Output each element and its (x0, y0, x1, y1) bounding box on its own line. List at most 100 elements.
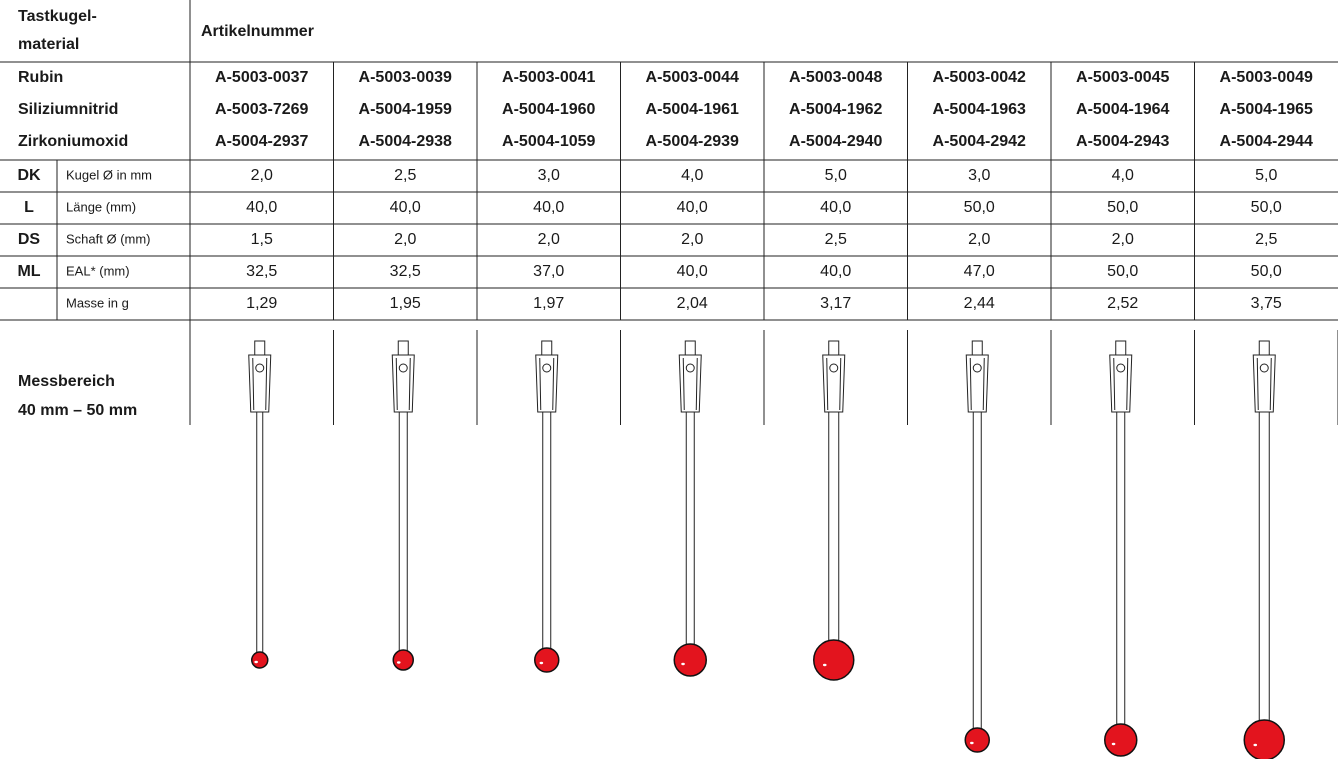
article-number: A-5004-1960 (502, 101, 596, 118)
spec-value: 37,0 (533, 263, 564, 280)
article-number: A-5004-2937 (215, 133, 309, 150)
shaft (829, 412, 839, 644)
spec-value: 40,0 (390, 199, 421, 216)
spec-code: L (24, 199, 34, 216)
thread (1116, 341, 1126, 355)
spec-value: 40,0 (533, 199, 564, 216)
spec-value: 1,29 (246, 295, 277, 312)
range-value: 40 mm – 50 mm (18, 402, 137, 419)
spec-value: 40,0 (820, 199, 851, 216)
spec-value: 2,04 (677, 295, 708, 312)
spec-value: 40,0 (820, 263, 851, 280)
shaft (686, 412, 694, 647)
stylus (965, 341, 989, 752)
stylus (392, 341, 414, 670)
ball (252, 652, 268, 668)
spec-value: 50,0 (1107, 199, 1138, 216)
spec-label: EAL* (mm) (66, 263, 130, 278)
spec-value: 5,0 (1255, 167, 1277, 184)
article-number: A-5003-0041 (502, 69, 596, 86)
stylus (674, 341, 706, 676)
article-number: A-5004-2944 (1220, 133, 1314, 150)
article-number: A-5003-7269 (215, 101, 309, 118)
thread (1259, 341, 1269, 355)
highlight (1253, 744, 1257, 746)
article-number: A-5004-2943 (1076, 133, 1170, 150)
highlight (970, 742, 974, 744)
spec-value: 2,5 (394, 167, 416, 184)
thread (685, 341, 695, 355)
article-number: A-5004-1059 (502, 133, 596, 150)
spec-code: DK (17, 167, 41, 184)
spec-value: 1,95 (390, 295, 421, 312)
ball (965, 728, 989, 752)
article-number: A-5003-0037 (215, 69, 309, 86)
stylus-table: Tastkugel- material Artikelnummer Messbe… (0, 0, 1338, 759)
material-label: material (18, 36, 79, 53)
ball (814, 640, 854, 680)
spec-value: 2,0 (1112, 231, 1134, 248)
shaft (1117, 412, 1125, 727)
range-title: Messbereich (18, 373, 115, 390)
spec-value: 5,0 (825, 167, 847, 184)
spec-value: 3,75 (1251, 295, 1282, 312)
spec-value: 50,0 (964, 199, 995, 216)
spec-label: Länge (mm) (66, 199, 136, 214)
article-number: A-5004-1959 (359, 101, 453, 118)
spec-value: 2,5 (1255, 231, 1277, 248)
spec-value: 2,0 (538, 231, 560, 248)
spec-value: 2,52 (1107, 295, 1138, 312)
spec-value: 47,0 (964, 263, 995, 280)
highlight (397, 661, 401, 663)
article-number: A-5003-0045 (1076, 69, 1170, 86)
spec-value: 4,0 (681, 167, 703, 184)
article-number: A-5003-0039 (359, 69, 453, 86)
spec-value: 50,0 (1251, 199, 1282, 216)
spec-value: 2,44 (964, 295, 995, 312)
stylus (249, 341, 271, 668)
stylus (1105, 341, 1137, 756)
page: Tastkugel- material Artikelnummer Messbe… (0, 0, 1338, 759)
spec-value: 2,0 (681, 231, 703, 248)
stylus (535, 341, 559, 672)
ball (535, 648, 559, 672)
highlight (1112, 743, 1116, 745)
spec-value: 2,5 (825, 231, 847, 248)
spec-value: 4,0 (1112, 167, 1134, 184)
spec-value: 2,0 (251, 167, 273, 184)
ball (393, 650, 413, 670)
shaft (973, 412, 981, 730)
spec-value: 32,5 (246, 263, 277, 280)
article-number: A-5004-1962 (789, 101, 883, 118)
shaft (543, 412, 551, 650)
article-number: A-5003-0048 (789, 69, 883, 86)
article-label: Artikelnummer (201, 23, 314, 40)
spec-value: 1,97 (533, 295, 564, 312)
spec-value: 2,0 (968, 231, 990, 248)
spec-value: 40,0 (246, 199, 277, 216)
article-number: A-5004-1963 (933, 101, 1027, 118)
thread (972, 341, 982, 355)
article-number: A-5004-2940 (789, 133, 883, 150)
ball (1105, 724, 1137, 756)
spec-value: 3,0 (968, 167, 990, 184)
article-number: A-5003-0042 (933, 69, 1027, 86)
thread (398, 341, 408, 355)
spec-value: 2,0 (394, 231, 416, 248)
shaft (399, 412, 407, 652)
stylus (1244, 341, 1284, 759)
spec-label: Masse in g (66, 295, 129, 310)
material-name: Siliziumnitrid (18, 101, 118, 118)
spec-value: 40,0 (677, 199, 708, 216)
material-name: Zirkoniumoxid (18, 133, 128, 150)
ball (674, 644, 706, 676)
thread (829, 341, 839, 355)
spec-value: 50,0 (1251, 263, 1282, 280)
highlight (681, 663, 685, 665)
shaft (1259, 412, 1269, 724)
spec-label: Kugel Ø in mm (66, 167, 152, 182)
thread (542, 341, 552, 355)
spec-code: ML (17, 263, 40, 280)
stylus (814, 341, 854, 680)
article-number: A-5004-1964 (1076, 101, 1170, 118)
